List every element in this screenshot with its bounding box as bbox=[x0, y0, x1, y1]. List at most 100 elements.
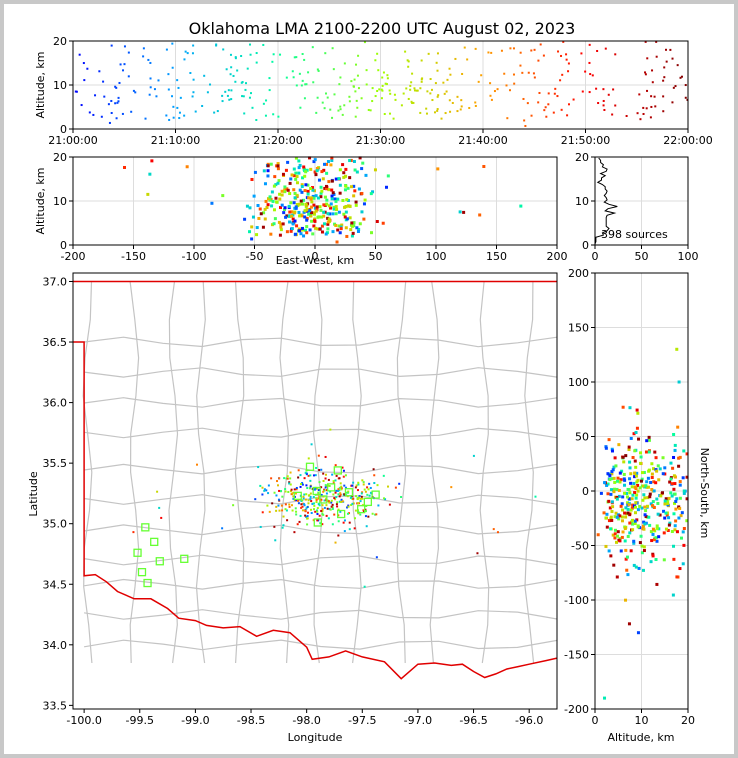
source-point bbox=[80, 104, 83, 107]
source-point bbox=[599, 491, 603, 495]
east-west-altitude-ylabel: Altitude, km bbox=[34, 167, 47, 234]
x-tick-label: -99.0 bbox=[181, 714, 209, 727]
source-point bbox=[635, 518, 639, 522]
source-point bbox=[272, 184, 276, 188]
source-point bbox=[384, 185, 388, 189]
source-point bbox=[318, 481, 321, 484]
source-point bbox=[305, 493, 308, 496]
source-point bbox=[338, 83, 341, 86]
source-point bbox=[232, 504, 235, 507]
source-point bbox=[326, 507, 329, 510]
source-point bbox=[672, 432, 676, 436]
source-point bbox=[636, 411, 640, 415]
source-point bbox=[297, 469, 300, 472]
source-point bbox=[334, 541, 337, 544]
source-point bbox=[394, 486, 397, 489]
source-point bbox=[617, 443, 621, 447]
source-point bbox=[665, 60, 668, 63]
source-point bbox=[602, 88, 605, 91]
source-point bbox=[626, 487, 630, 491]
source-point bbox=[642, 484, 646, 488]
source-point bbox=[300, 214, 304, 218]
source-point bbox=[293, 499, 296, 502]
source-point bbox=[295, 174, 299, 178]
source-point bbox=[352, 160, 356, 164]
source-point bbox=[279, 222, 283, 226]
source-point bbox=[512, 47, 515, 50]
station-marker bbox=[326, 483, 336, 492]
source-point bbox=[257, 466, 260, 469]
source-point bbox=[389, 112, 392, 115]
source-point bbox=[677, 380, 681, 384]
source-point bbox=[352, 221, 356, 225]
source-point bbox=[302, 198, 306, 202]
source-point bbox=[604, 47, 607, 50]
source-point bbox=[339, 108, 342, 111]
source-point bbox=[248, 96, 251, 99]
source-point bbox=[327, 517, 330, 520]
source-point bbox=[312, 160, 316, 164]
source-point bbox=[88, 111, 91, 114]
source-point bbox=[556, 95, 559, 98]
source-point bbox=[509, 47, 512, 50]
source-point bbox=[318, 495, 321, 498]
source-point bbox=[292, 497, 295, 500]
source-point bbox=[327, 500, 330, 503]
source-point bbox=[306, 511, 309, 514]
source-point bbox=[357, 227, 361, 231]
source-point bbox=[224, 90, 227, 93]
source-point bbox=[496, 88, 499, 91]
source-point bbox=[284, 490, 287, 493]
source-point bbox=[306, 523, 309, 526]
source-point bbox=[678, 506, 682, 510]
source-point bbox=[352, 497, 355, 500]
source-point bbox=[343, 493, 346, 496]
source-point bbox=[307, 71, 310, 74]
source-point bbox=[354, 203, 358, 207]
source-point bbox=[269, 232, 273, 236]
source-point bbox=[618, 480, 622, 484]
source-point bbox=[294, 177, 298, 181]
y-tick-label: 0 bbox=[582, 485, 589, 498]
source-point bbox=[277, 504, 280, 507]
source-point bbox=[621, 508, 625, 512]
source-point bbox=[268, 77, 271, 80]
y-tick-label: 37.0 bbox=[43, 275, 68, 288]
source-point bbox=[606, 492, 610, 496]
source-point bbox=[338, 477, 341, 480]
source-point bbox=[297, 502, 300, 505]
source-point bbox=[293, 232, 297, 236]
source-point bbox=[312, 508, 315, 511]
source-point bbox=[449, 73, 452, 76]
x-tick-label: -96.0 bbox=[515, 714, 543, 727]
source-point bbox=[367, 515, 370, 518]
source-point bbox=[278, 233, 282, 237]
source-point bbox=[381, 76, 384, 79]
source-point bbox=[122, 69, 125, 72]
source-point bbox=[537, 101, 540, 104]
source-point bbox=[463, 46, 466, 49]
source-point bbox=[625, 568, 629, 572]
source-point bbox=[684, 84, 687, 87]
source-point bbox=[366, 486, 369, 489]
source-point bbox=[297, 476, 300, 479]
y-tick-label: 50 bbox=[575, 431, 589, 444]
source-point bbox=[320, 215, 324, 219]
source-point bbox=[651, 527, 655, 531]
source-point bbox=[649, 530, 653, 534]
source-point bbox=[355, 99, 358, 102]
y-tick-label: 36.0 bbox=[43, 397, 68, 410]
source-point bbox=[478, 213, 482, 217]
source-point bbox=[316, 196, 320, 200]
source-point bbox=[505, 84, 508, 87]
y-tick-label: 35.5 bbox=[43, 457, 68, 470]
source-point bbox=[675, 497, 679, 501]
source-point bbox=[303, 215, 307, 219]
source-point bbox=[680, 75, 683, 78]
source-point bbox=[314, 226, 318, 230]
source-point bbox=[268, 195, 272, 199]
panel-frame bbox=[72, 272, 558, 710]
source-point bbox=[662, 558, 666, 562]
x-tick-label: 0 bbox=[592, 714, 599, 727]
source-point bbox=[652, 480, 656, 484]
